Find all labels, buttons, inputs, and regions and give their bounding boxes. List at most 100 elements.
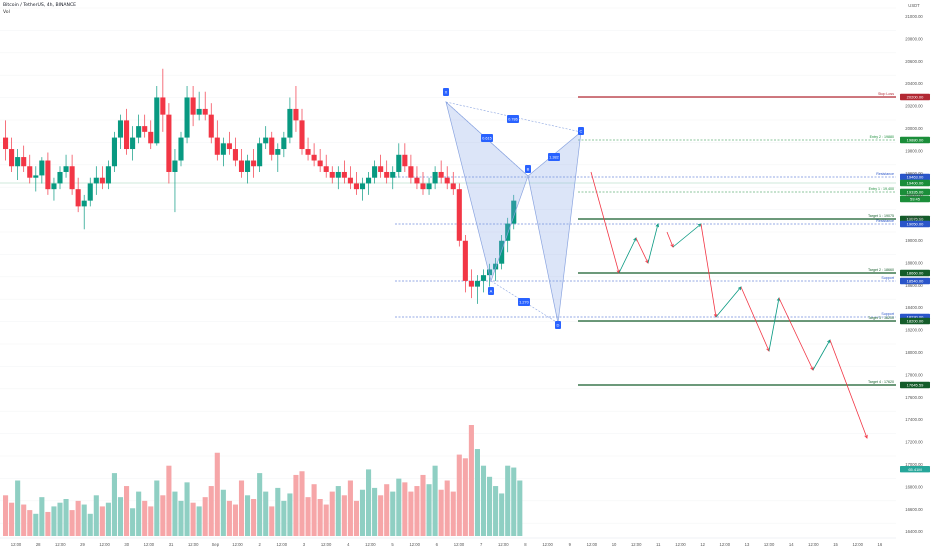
candle-body: [468, 280, 474, 287]
volume-bar: [178, 500, 184, 536]
pattern-ratio-line: [445, 101, 529, 177]
price-tag-text-target3: 18200.00: [907, 319, 924, 324]
volume-bar: [378, 495, 384, 536]
candle-body: [402, 154, 408, 167]
time-tick: 12:00: [587, 542, 598, 547]
price-tick: 16600.00: [905, 507, 923, 512]
projection-down-arrow: [590, 171, 620, 274]
price-tick: 20400.00: [905, 81, 923, 86]
candle-body: [408, 166, 414, 178]
candle-body: [3, 137, 9, 150]
time-tick: 10: [612, 542, 617, 547]
volume-bar: [432, 465, 438, 536]
candle-body: [311, 154, 317, 161]
symbol-title: Bitcoin / TetherUS, 4h, BINANCE: [3, 3, 77, 8]
price-tick: 19600.00: [905, 171, 923, 176]
volume-axis-tag-text: 65.41M: [908, 467, 921, 472]
candle-body: [444, 177, 450, 184]
price-tag-target4: [900, 381, 930, 389]
candle-body: [462, 240, 468, 281]
ratio-text-cd: 1.270: [519, 301, 529, 305]
projection-up-arrow: [618, 237, 637, 274]
price-tick: 18200.00: [905, 328, 923, 333]
time-tick: 12:00: [675, 542, 686, 547]
candle-body: [372, 166, 378, 178]
candle-body: [51, 183, 57, 190]
candle-body: [511, 200, 517, 224]
projection-down-arrow: [829, 339, 868, 439]
price-tick: 17400.00: [905, 417, 923, 422]
level-text-support1: Support: [881, 276, 894, 280]
ratio-text-bc: 1.382: [549, 156, 559, 160]
time-tick: 9: [569, 542, 572, 547]
time-tick: 12:00: [498, 542, 509, 547]
volume-bar: [232, 504, 238, 536]
candles: [3, 68, 517, 304]
volume-axis-tag: [900, 466, 930, 473]
candle-body: [396, 154, 402, 172]
volume-bar: [323, 504, 329, 536]
price-tick: 18000.00: [905, 350, 923, 355]
candle-body: [130, 137, 136, 150]
time-tick: Sep: [212, 542, 220, 547]
candle-body: [420, 183, 426, 190]
level-text-resistance1: Resistance: [876, 172, 894, 176]
time-tick: 16: [878, 542, 883, 547]
candle-body: [474, 280, 480, 287]
volume-bar: [57, 502, 63, 536]
candle-body: [245, 160, 251, 172]
volume-bar: [444, 480, 450, 536]
time-tick: 13: [745, 542, 750, 547]
candle-body: [335, 171, 341, 178]
time-tick: 12:00: [277, 542, 288, 547]
pattern-point-label-A: A: [490, 289, 493, 294]
grid: [0, 7, 896, 524]
ratio-box-ab: [481, 134, 493, 142]
volume-bar: [45, 511, 51, 536]
projection-down-arrow: [778, 297, 814, 371]
price-tag-current: [900, 179, 930, 187]
candle-body: [124, 120, 130, 150]
price-tick: 19000.00: [905, 238, 923, 243]
level-text-stop: Stop Loss: [878, 92, 894, 96]
candle-body: [305, 149, 311, 155]
volume-bar: [166, 465, 172, 536]
volume-bar: [184, 482, 190, 536]
price-tag-resistance2: [900, 220, 930, 228]
ratio-text-xb: 0.786: [508, 118, 518, 122]
time-tick: 12:00: [99, 542, 110, 547]
price-tick: 18600.00: [905, 283, 923, 288]
pattern-point-X: [443, 88, 449, 96]
candle-body: [136, 126, 142, 138]
candle-body: [214, 137, 220, 155]
price-tick: 21000.00: [905, 14, 923, 19]
candle-body: [178, 137, 184, 161]
volume-bar: [402, 482, 408, 536]
candle-body: [257, 143, 263, 167]
volume-bar: [245, 495, 251, 536]
arrow-head: [655, 223, 660, 228]
candle-body: [341, 171, 347, 178]
volume-bar: [220, 489, 226, 536]
volume-bar: [142, 500, 148, 536]
pattern-point-C: [578, 127, 584, 135]
price-tick: 17800.00: [905, 372, 923, 377]
candle-body: [426, 183, 432, 190]
volume-bar: [505, 465, 511, 536]
volume-bar: [117, 497, 124, 536]
projection-up-arrow: [647, 223, 659, 264]
volume-bar: [63, 499, 69, 536]
candle-body: [269, 137, 275, 155]
candle-body: [105, 166, 111, 184]
volume-bar: [384, 484, 390, 536]
volume-bar: [474, 449, 480, 536]
candle-body: [505, 223, 511, 241]
price-tag-text-target1: 19075.00: [907, 217, 924, 222]
time-tick: 6: [436, 542, 439, 547]
candle-body: [281, 137, 287, 150]
candle-body: [39, 160, 45, 176]
candle-body: [414, 177, 420, 184]
volume-bar: [366, 469, 372, 536]
volume-bar: [33, 513, 39, 536]
